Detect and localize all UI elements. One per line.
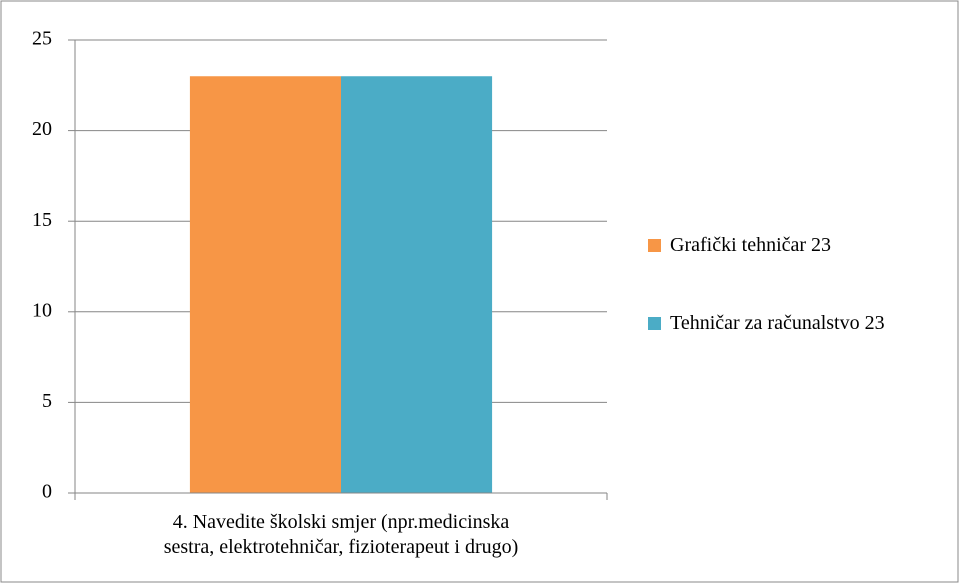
y-tick-label: 10	[32, 299, 52, 321]
y-tick-label: 0	[42, 481, 52, 503]
legend-swatch	[648, 317, 661, 330]
bar	[341, 76, 493, 494]
y-tick-label: 20	[32, 118, 52, 140]
y-tick-label: 5	[42, 390, 52, 412]
y-tick-label: 25	[32, 28, 52, 50]
legend-label: Grafički tehničar 23	[670, 234, 832, 256]
y-tick-label: 15	[32, 209, 52, 231]
legend-label: Tehničar za računalstvo 23	[670, 312, 885, 334]
x-tick-label: 4. Navedite školski smjer (npr.medicinsk…	[163, 511, 519, 558]
legend-swatch	[648, 239, 661, 252]
bar	[189, 76, 341, 494]
